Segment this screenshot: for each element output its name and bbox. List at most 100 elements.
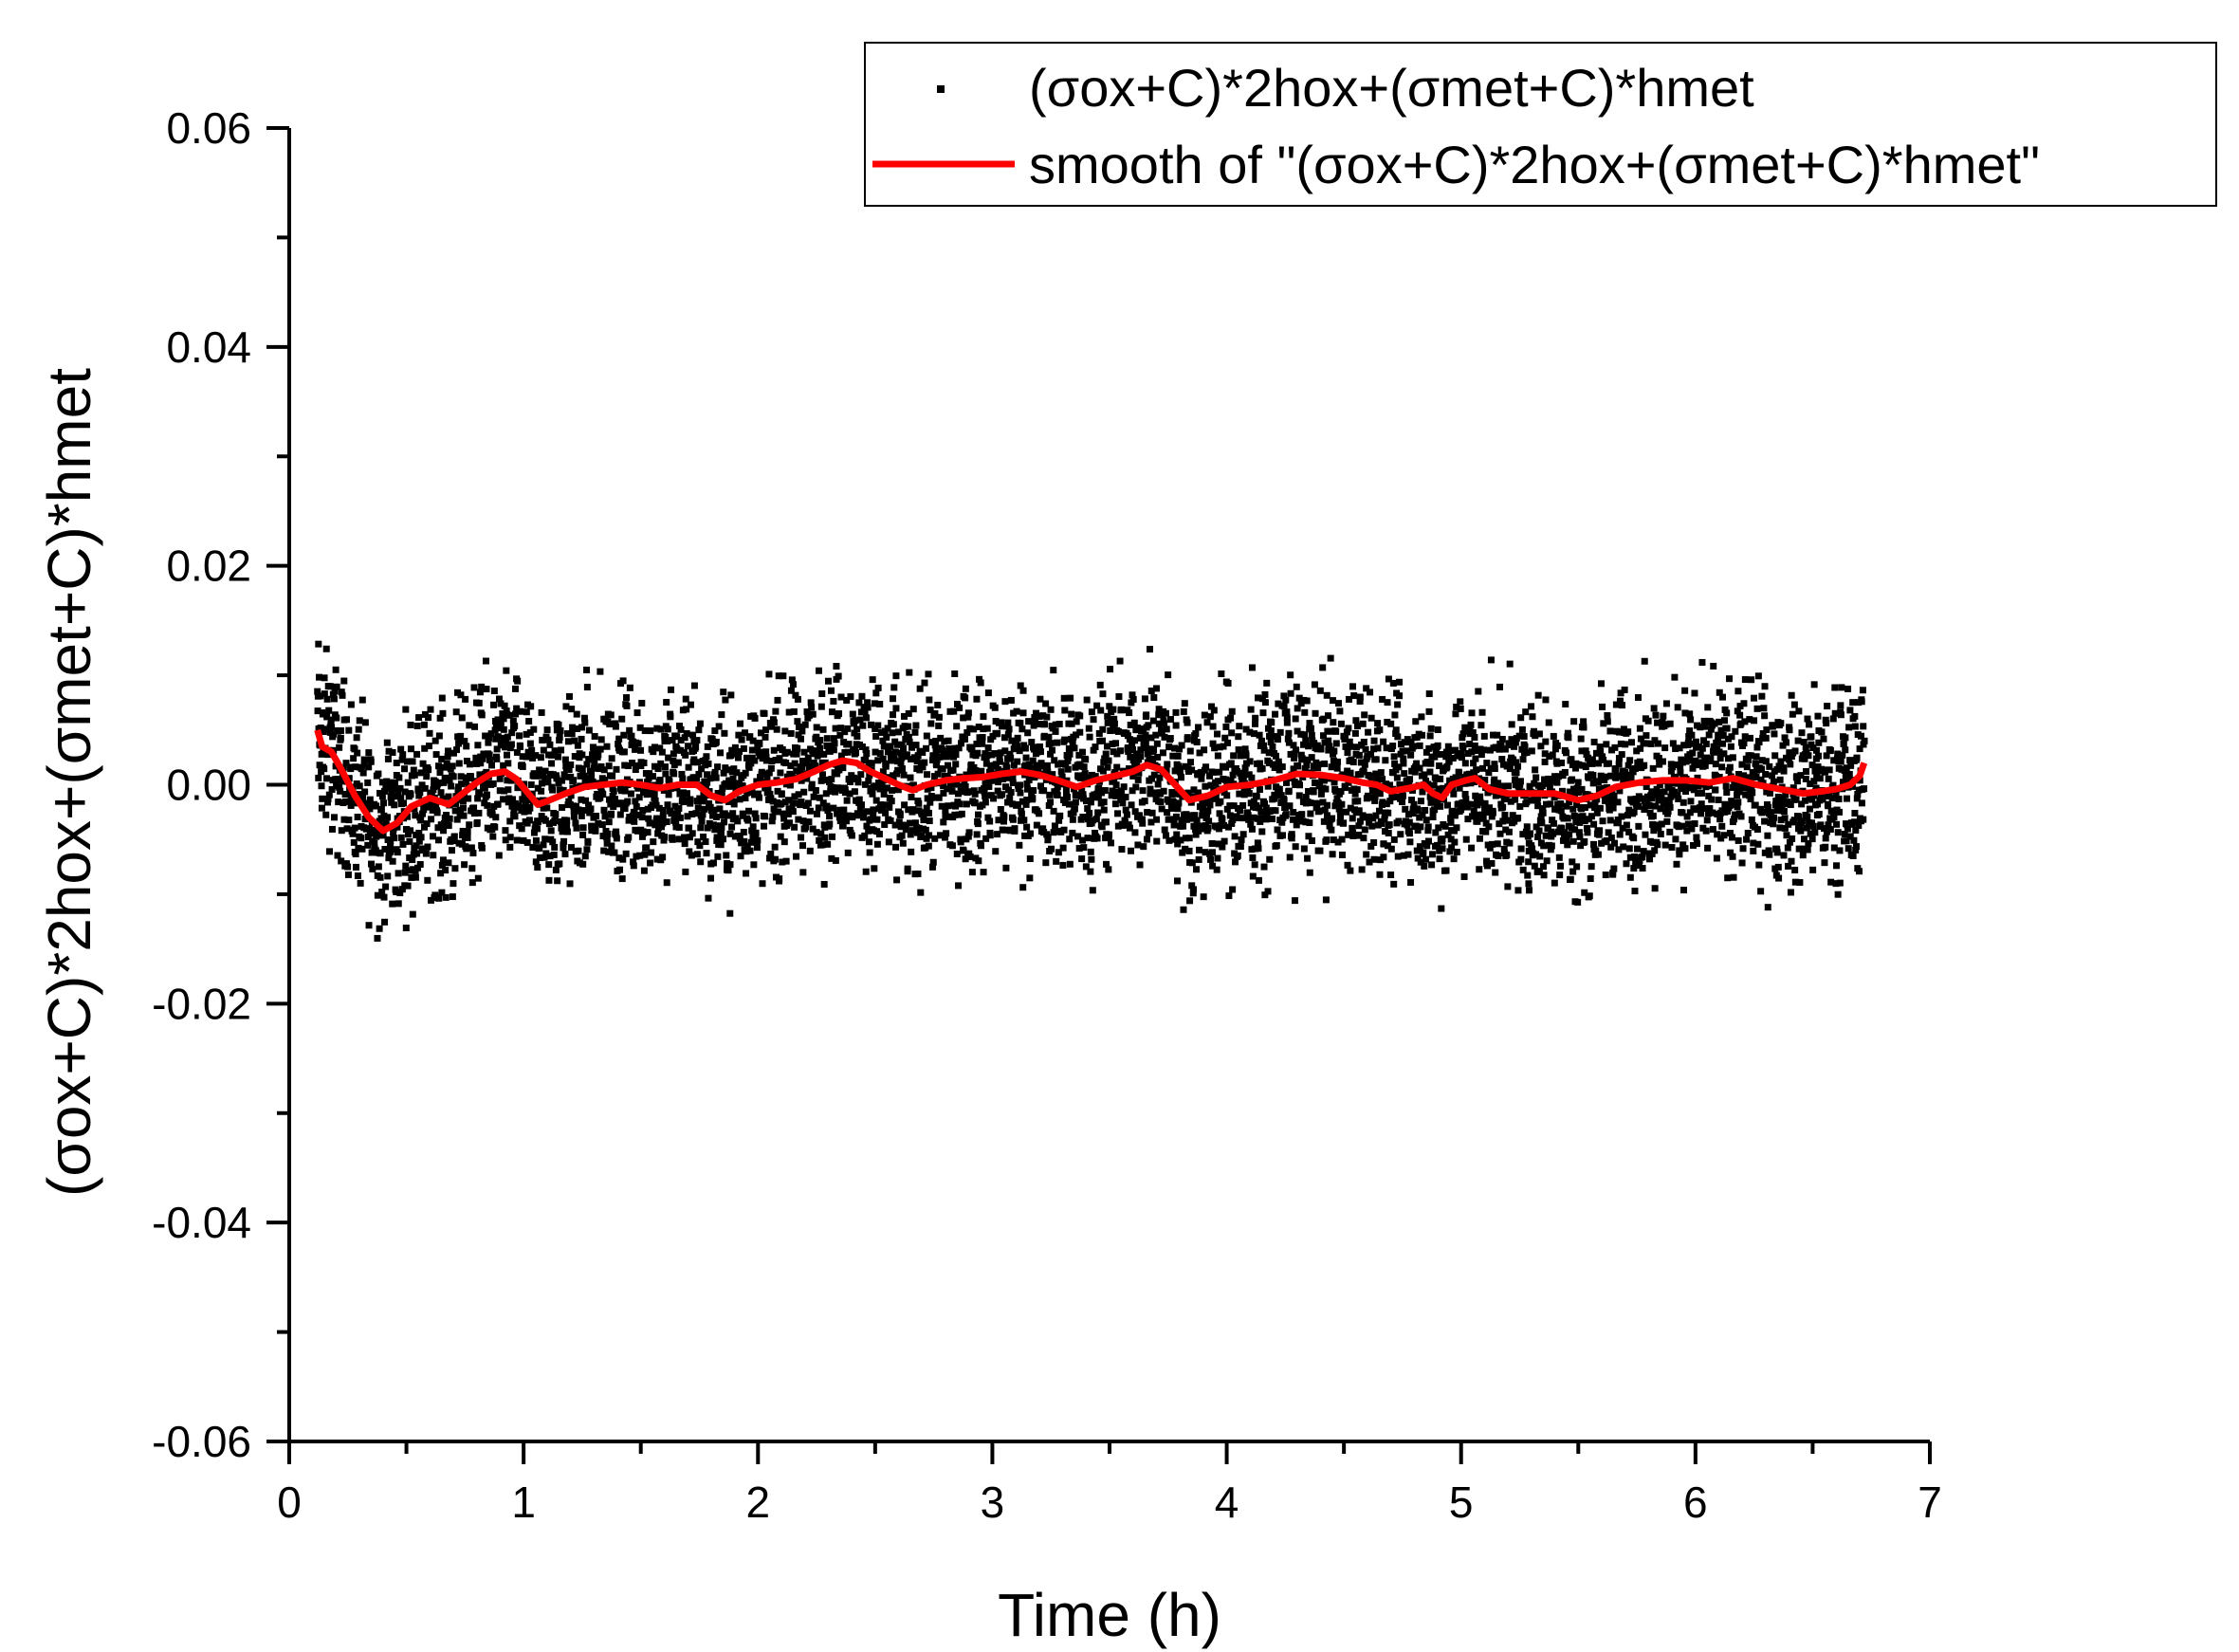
scatter-point [822, 790, 830, 798]
scatter-point [1470, 779, 1477, 786]
scatter-point [908, 794, 915, 801]
scatter-point [1525, 858, 1532, 866]
scatter-point [676, 814, 684, 821]
scatter-point [986, 832, 994, 839]
scatter-point [525, 817, 533, 824]
scatter-point [578, 812, 585, 819]
scatter-point [568, 730, 576, 738]
scatter-point [1117, 706, 1125, 713]
scatter-point [746, 733, 754, 741]
scatter-point [1507, 798, 1514, 805]
scatter-point [1659, 718, 1666, 725]
scatter-point [795, 731, 802, 739]
scatter-point [1312, 779, 1319, 786]
scatter-point [860, 704, 868, 711]
scatter-point [364, 833, 372, 840]
scatter-point [1715, 796, 1722, 803]
scatter-point [468, 773, 475, 780]
scatter-point [893, 770, 901, 778]
scatter-point [1492, 869, 1499, 876]
scatter-point [671, 802, 679, 810]
scatter-point [531, 772, 539, 780]
scatter-point [1789, 710, 1796, 718]
scatter-point [742, 795, 749, 802]
scatter-point [425, 766, 432, 774]
scatter-point [466, 761, 473, 768]
scatter-point [1280, 703, 1288, 710]
scatter-point [1574, 779, 1582, 786]
scatter-point [1406, 838, 1414, 846]
scatter-point [997, 806, 1004, 814]
scatter-point [662, 770, 670, 778]
scatter-point [1275, 785, 1283, 793]
scatter-point [1707, 725, 1715, 733]
scatter-point [1186, 747, 1194, 755]
scatter-point [1512, 796, 1519, 803]
scatter-point [1575, 761, 1583, 768]
scatter-point [640, 867, 648, 874]
scatter-point [1681, 709, 1689, 717]
scatter-point [784, 797, 792, 804]
scatter-point [704, 779, 711, 786]
scatter-point [864, 704, 872, 711]
scatter-point [1128, 801, 1135, 809]
scatter-point [769, 798, 777, 805]
scatter-point [1786, 726, 1793, 734]
scatter-point [1172, 813, 1180, 820]
scatter-point [1175, 799, 1183, 807]
scatter-point [338, 688, 345, 696]
scatter-point [365, 922, 373, 929]
scatter-point [1649, 838, 1657, 846]
scatter-point [785, 708, 793, 716]
scatter-point [1354, 723, 1362, 730]
scatter-point [1334, 838, 1342, 846]
scatter-point [1722, 782, 1730, 790]
scatter-point [446, 777, 453, 784]
scatter-point [1774, 863, 1782, 871]
scatter-point [1262, 816, 1270, 823]
scatter-point [1771, 814, 1778, 821]
scatter-point [1596, 804, 1604, 812]
scatter-point [1421, 862, 1428, 870]
scatter-point [461, 861, 468, 869]
scatter-point [1528, 797, 1535, 804]
scatter-point [924, 785, 931, 793]
scatter-point [745, 763, 753, 771]
scatter-point [315, 640, 322, 648]
scatter-point [1163, 832, 1170, 839]
scatter-point [1496, 683, 1503, 690]
scatter-point [1854, 791, 1862, 798]
scatter-point [1092, 743, 1099, 751]
scatter-point [892, 705, 900, 712]
scatter-point [633, 803, 640, 811]
scatter-point [905, 806, 912, 814]
scatter-point [1687, 716, 1695, 724]
scatter-point [1751, 717, 1758, 725]
scatter-point [655, 780, 663, 787]
scatter-point [1412, 718, 1420, 725]
scatter-point [1480, 732, 1488, 740]
scatter-point [1074, 791, 1081, 798]
scatter-point [568, 706, 576, 713]
scatter-point [786, 781, 794, 789]
scatter-point [1154, 780, 1162, 788]
scatter-point [572, 819, 579, 827]
scatter-point [1215, 840, 1222, 848]
scatter-point [1834, 829, 1842, 836]
scatter-point [928, 794, 936, 801]
scatter-point [450, 773, 457, 780]
scatter-point [1786, 838, 1793, 846]
scatter-point [1389, 743, 1397, 750]
scatter-point [994, 787, 1001, 795]
scatter-point [1327, 727, 1334, 735]
scatter-point [1379, 776, 1386, 783]
scatter-point [1723, 789, 1731, 797]
scatter-point [457, 773, 465, 780]
scatter-point [1219, 816, 1226, 823]
scatter-point [1667, 767, 1675, 775]
scatter-point [1137, 753, 1145, 761]
scatter-point [927, 720, 935, 727]
scatter-point [1801, 755, 1808, 762]
scatter-point [1396, 781, 1404, 789]
scatter-point [1643, 732, 1650, 740]
